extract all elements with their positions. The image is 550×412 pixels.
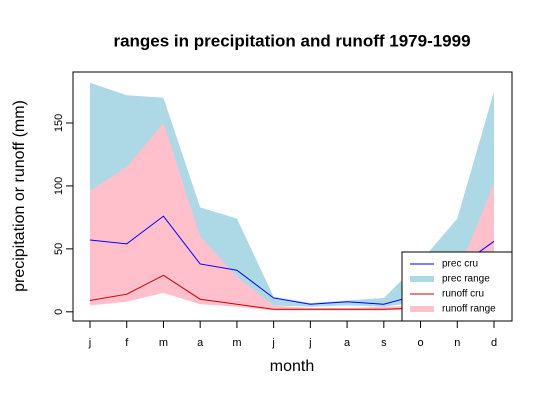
legend-label: prec cru — [442, 259, 478, 270]
x-tick-label: m — [232, 337, 241, 349]
legend-label: prec range — [442, 274, 490, 285]
y-tick-label: 150 — [53, 114, 65, 132]
x-tick-label: n — [454, 337, 460, 349]
x-tick-label: j — [308, 337, 311, 349]
x-tick-label: a — [344, 337, 351, 349]
chart-title: ranges in precipitation and runoff 1979-… — [113, 31, 470, 50]
y-axis-label: precipitation or runoff (mm) — [11, 100, 28, 292]
legend-label: runoff range — [442, 304, 496, 315]
y-tick-label: 0 — [53, 309, 65, 315]
plot-frame — [72, 71, 513, 322]
x-tick-label: a — [197, 337, 204, 349]
x-axis-label: month — [270, 358, 314, 375]
legend: prec cru prec range runoff cru runoff range — [401, 251, 513, 322]
x-tick-label: f — [125, 337, 129, 349]
x-tick-label: o — [417, 337, 423, 349]
y-tick-label: 100 — [53, 177, 65, 195]
x-tick-label: m — [159, 337, 168, 349]
legend-label: runoff cru — [442, 289, 484, 300]
range-area — [90, 122, 494, 311]
x-tick-label: s — [381, 337, 387, 349]
x-tick-label: j — [88, 337, 91, 349]
y-tick-label: 50 — [53, 243, 65, 255]
x-tick-label: d — [491, 337, 497, 349]
x-tick-label: j — [271, 337, 274, 349]
